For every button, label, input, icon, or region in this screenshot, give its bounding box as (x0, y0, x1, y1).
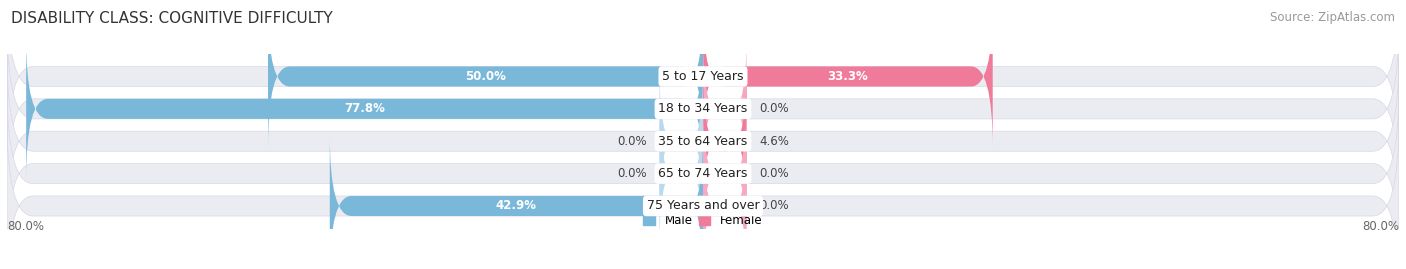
Text: 80.0%: 80.0% (7, 220, 44, 233)
Text: 75 Years and over: 75 Years and over (647, 200, 759, 213)
Text: 18 to 34 Years: 18 to 34 Years (658, 102, 748, 115)
FancyBboxPatch shape (659, 70, 703, 212)
Text: 0.0%: 0.0% (759, 200, 789, 213)
FancyBboxPatch shape (703, 6, 993, 147)
Text: 80.0%: 80.0% (1362, 220, 1399, 233)
FancyBboxPatch shape (703, 103, 747, 245)
Text: Source: ZipAtlas.com: Source: ZipAtlas.com (1270, 11, 1395, 24)
FancyBboxPatch shape (7, 119, 1399, 269)
Text: 0.0%: 0.0% (617, 135, 647, 148)
FancyBboxPatch shape (7, 0, 1399, 164)
Text: 4.6%: 4.6% (759, 135, 789, 148)
FancyBboxPatch shape (27, 38, 703, 180)
FancyBboxPatch shape (659, 103, 703, 245)
FancyBboxPatch shape (330, 135, 703, 269)
Text: 0.0%: 0.0% (617, 167, 647, 180)
Text: 50.0%: 50.0% (465, 70, 506, 83)
FancyBboxPatch shape (703, 135, 747, 269)
FancyBboxPatch shape (7, 54, 1399, 228)
FancyBboxPatch shape (7, 87, 1399, 261)
Text: 5 to 17 Years: 5 to 17 Years (662, 70, 744, 83)
FancyBboxPatch shape (703, 38, 747, 180)
Text: 0.0%: 0.0% (759, 167, 789, 180)
Text: 35 to 64 Years: 35 to 64 Years (658, 135, 748, 148)
FancyBboxPatch shape (269, 6, 703, 147)
Text: 0.0%: 0.0% (759, 102, 789, 115)
Text: 77.8%: 77.8% (344, 102, 385, 115)
Legend: Male, Female: Male, Female (638, 209, 768, 232)
Text: DISABILITY CLASS: COGNITIVE DIFFICULTY: DISABILITY CLASS: COGNITIVE DIFFICULTY (11, 11, 333, 26)
FancyBboxPatch shape (703, 70, 747, 212)
Text: 33.3%: 33.3% (828, 70, 869, 83)
Text: 65 to 74 Years: 65 to 74 Years (658, 167, 748, 180)
Text: 42.9%: 42.9% (496, 200, 537, 213)
FancyBboxPatch shape (7, 22, 1399, 196)
